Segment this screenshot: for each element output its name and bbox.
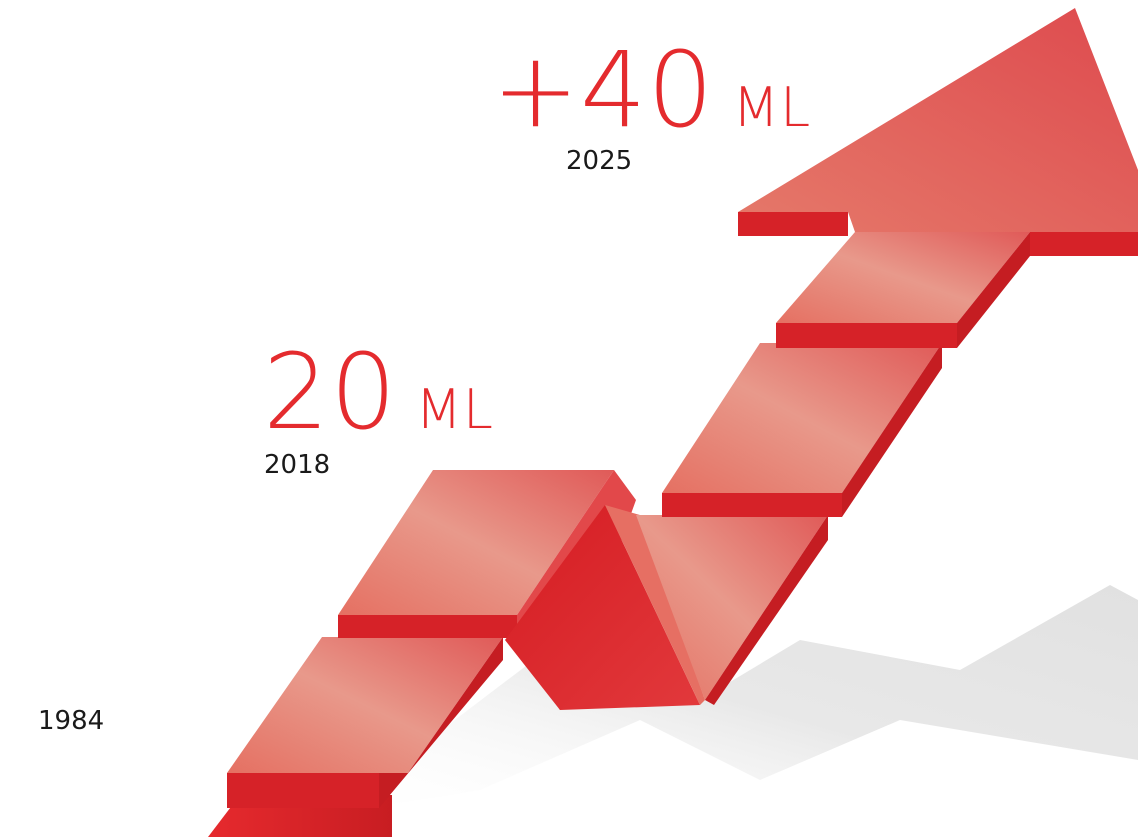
arrow-step-3 (636, 515, 828, 705)
arrow-fold (505, 470, 705, 710)
milestone-2018-value: 20 ML (263, 340, 494, 444)
arrow-step-5 (776, 232, 1030, 348)
arrow-step-1 (208, 637, 503, 837)
milestone-2025-number: +40 (492, 29, 715, 151)
arrow-step-2 (338, 470, 614, 638)
arrow-head (738, 8, 1138, 256)
milestone-2025-year: 2025 (566, 146, 633, 176)
milestone-2018-number: 20 (263, 331, 398, 453)
arrow-shadow (330, 585, 1138, 815)
milestone-2025-value: +40 ML (492, 38, 811, 142)
milestone-2025-unit: ML (732, 76, 812, 139)
milestone-2018-unit: ML (415, 378, 495, 441)
milestone-1984-year: 1984 (38, 706, 105, 736)
milestone-2018-year: 2018 (264, 450, 331, 480)
arrow-step-4 (662, 343, 942, 517)
